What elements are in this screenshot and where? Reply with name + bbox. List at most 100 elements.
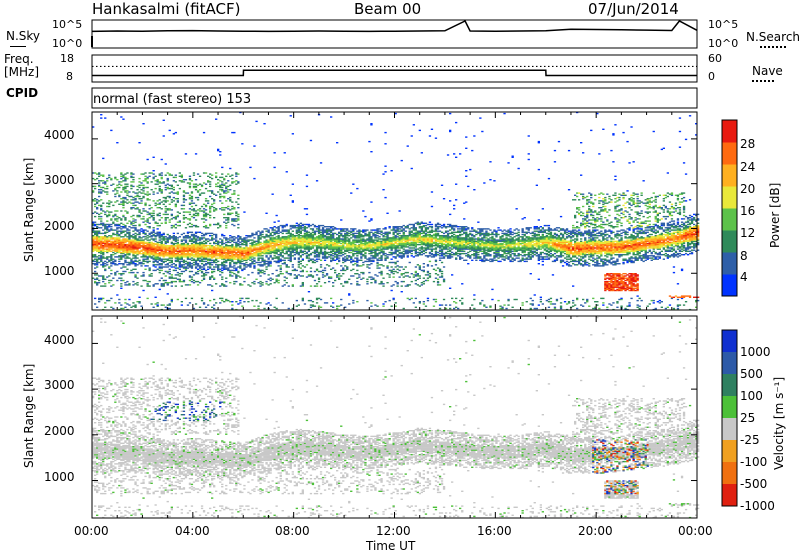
power-cell — [235, 254, 238, 256]
power-cell — [348, 241, 351, 244]
power-cell — [350, 245, 353, 247]
power-cell — [211, 235, 214, 237]
power-cell — [332, 232, 335, 235]
power-cell — [265, 236, 268, 238]
power-cell — [148, 232, 151, 235]
power-cell — [311, 236, 315, 238]
power-cell — [283, 239, 286, 241]
power-cell — [392, 242, 395, 245]
power-cell — [368, 242, 371, 245]
power-cell — [158, 233, 161, 236]
power-cell — [180, 239, 183, 241]
power-cell — [100, 189, 103, 191]
power-cell — [178, 265, 181, 267]
power-cell — [223, 257, 226, 259]
power-cell — [196, 212, 200, 214]
power-cell — [219, 256, 222, 258]
power-cell — [384, 242, 387, 245]
power-cell — [384, 232, 387, 235]
power-cell — [192, 279, 196, 282]
power-cell — [368, 238, 371, 240]
power-cell — [289, 259, 292, 261]
power-cell — [136, 185, 139, 188]
power-cell — [285, 232, 288, 235]
power-cell — [130, 181, 133, 183]
power-cell — [384, 238, 387, 240]
power-cell — [213, 256, 216, 258]
power-cell — [223, 247, 226, 249]
power-cell — [213, 277, 216, 279]
power-cell — [259, 285, 262, 287]
power-cell — [249, 249, 252, 251]
power-cell — [378, 283, 381, 285]
power-cell — [338, 241, 341, 244]
power-cell — [207, 266, 210, 268]
power-cell — [126, 303, 129, 305]
power-cell — [146, 250, 149, 252]
power-cell — [223, 284, 226, 286]
power-cell — [346, 246, 349, 248]
power-cell — [202, 249, 206, 251]
power-cell — [332, 247, 335, 249]
power-cell — [311, 231, 315, 233]
power-cell — [184, 249, 188, 251]
power-cell — [263, 247, 266, 249]
power-cell — [136, 195, 139, 198]
power-cell — [96, 246, 99, 248]
power-cell — [182, 249, 186, 251]
power-cell — [342, 258, 345, 260]
power-cell — [136, 201, 139, 203]
power-cell — [225, 249, 228, 251]
power-cell — [134, 259, 137, 261]
power-cell — [150, 172, 153, 174]
power-cell — [231, 201, 234, 203]
power-cell — [243, 248, 246, 250]
power-cell — [301, 224, 304, 227]
power-cell — [338, 249, 341, 251]
power-cell — [142, 245, 145, 247]
power-cell — [237, 213, 240, 216]
power-cell — [289, 226, 292, 228]
power-cell — [170, 201, 173, 203]
power-cell — [108, 250, 111, 252]
power-cell — [376, 267, 379, 269]
power-cell — [166, 293, 169, 295]
power-cell — [164, 222, 167, 224]
power-cell — [354, 241, 357, 244]
power-cell — [108, 235, 111, 237]
power-cell — [192, 209, 196, 211]
power-cell — [370, 250, 373, 252]
power-cell — [386, 236, 389, 238]
power-cell — [370, 124, 373, 126]
power-cell — [323, 267, 327, 269]
power-cell — [374, 248, 377, 250]
power-cell — [221, 264, 224, 266]
power-cell — [386, 266, 389, 268]
power-cell — [315, 230, 319, 232]
power-cell — [221, 209, 224, 211]
power-cell — [154, 232, 157, 235]
power-cell — [245, 266, 248, 268]
power-cell — [166, 263, 169, 265]
power-cell — [104, 235, 107, 237]
power-cell — [188, 203, 192, 205]
power-cell — [257, 269, 260, 272]
power-cell — [156, 255, 159, 257]
power-cell — [150, 236, 153, 238]
power-cell — [394, 239, 397, 241]
power-cell — [160, 258, 163, 260]
power-cell — [255, 278, 258, 280]
power-cell — [217, 148, 220, 151]
power-cell — [178, 264, 181, 266]
power-cell — [275, 239, 278, 241]
power-cell — [202, 256, 206, 258]
power-cell — [148, 217, 151, 219]
power-cell — [118, 243, 121, 246]
power-cell — [295, 246, 298, 248]
power-cell — [154, 183, 157, 185]
power-cell — [94, 260, 97, 263]
power-cell — [116, 237, 119, 239]
power-cell — [158, 269, 161, 272]
power-cell — [311, 235, 315, 237]
power-cell — [295, 275, 298, 277]
